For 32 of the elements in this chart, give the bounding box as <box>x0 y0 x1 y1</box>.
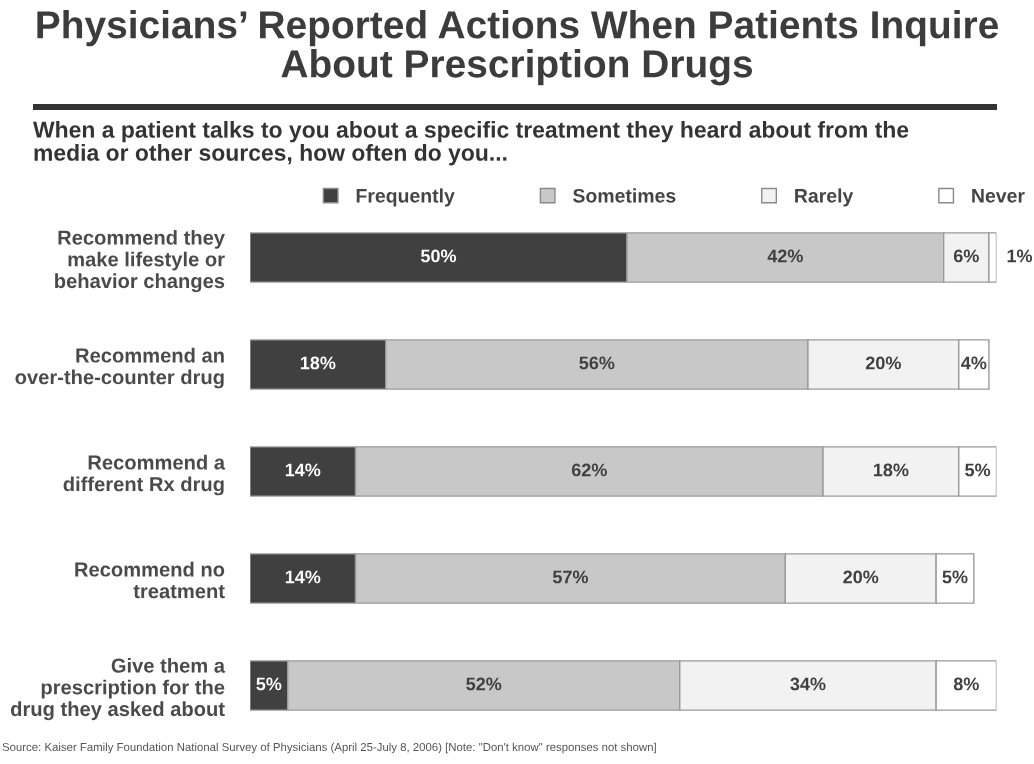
chart-title: Physicians’ Reported Actions When Patients Inquire About Prescription Drugs <box>37 10 998 86</box>
data-label: 56% <box>579 356 615 370</box>
data-label: 14% <box>285 463 321 477</box>
data-label: 57% <box>552 570 589 584</box>
data-label: 34% <box>790 677 826 691</box>
data-label: 6% <box>953 249 979 263</box>
data-label: 1% <box>1007 249 1033 263</box>
data-label: 20% <box>865 356 901 370</box>
chart-subtitle: When a patient talks to you about a specific treatment they heard about from the media or other sources, how often do you... <box>33 121 909 166</box>
data-label: 5% <box>256 677 282 691</box>
y-tick-label: Recommend no treatment <box>75 561 225 599</box>
data-label: 18% <box>300 356 336 370</box>
y-tick-label: Recommend an over-the-counter drug <box>15 347 224 389</box>
data-label: 5% <box>965 463 991 477</box>
data-label: 18% <box>873 463 909 477</box>
data-label: 8% <box>953 677 979 691</box>
legend-label: Sometimes <box>573 188 676 203</box>
legend-label: Frequently <box>356 188 455 207</box>
y-tick-label: Recommend they make lifestyle or behavior changes <box>55 229 225 293</box>
legend-label: Never <box>972 189 1025 203</box>
y-tick-label: Recommend a different Rx drug <box>63 454 226 496</box>
data-label: 5% <box>942 570 968 584</box>
data-label: 62% <box>571 463 607 477</box>
data-label: 52% <box>466 677 502 691</box>
data-label: 14% <box>285 570 321 584</box>
data-label: 20% <box>843 570 879 584</box>
source-note: Source: Kaiser Family Foundation National Survey of Physicians (April 25-July 8, 2006) [Note: "Don't know" responses not shown] <box>2 742 656 754</box>
data-label: 4% <box>961 356 987 370</box>
data-label: 50% <box>420 249 457 263</box>
data-label: 42% <box>767 249 803 263</box>
y-tick-label: Give them a prescription for the drug they asked about <box>11 657 226 721</box>
legend-label: Rarely <box>795 188 854 207</box>
